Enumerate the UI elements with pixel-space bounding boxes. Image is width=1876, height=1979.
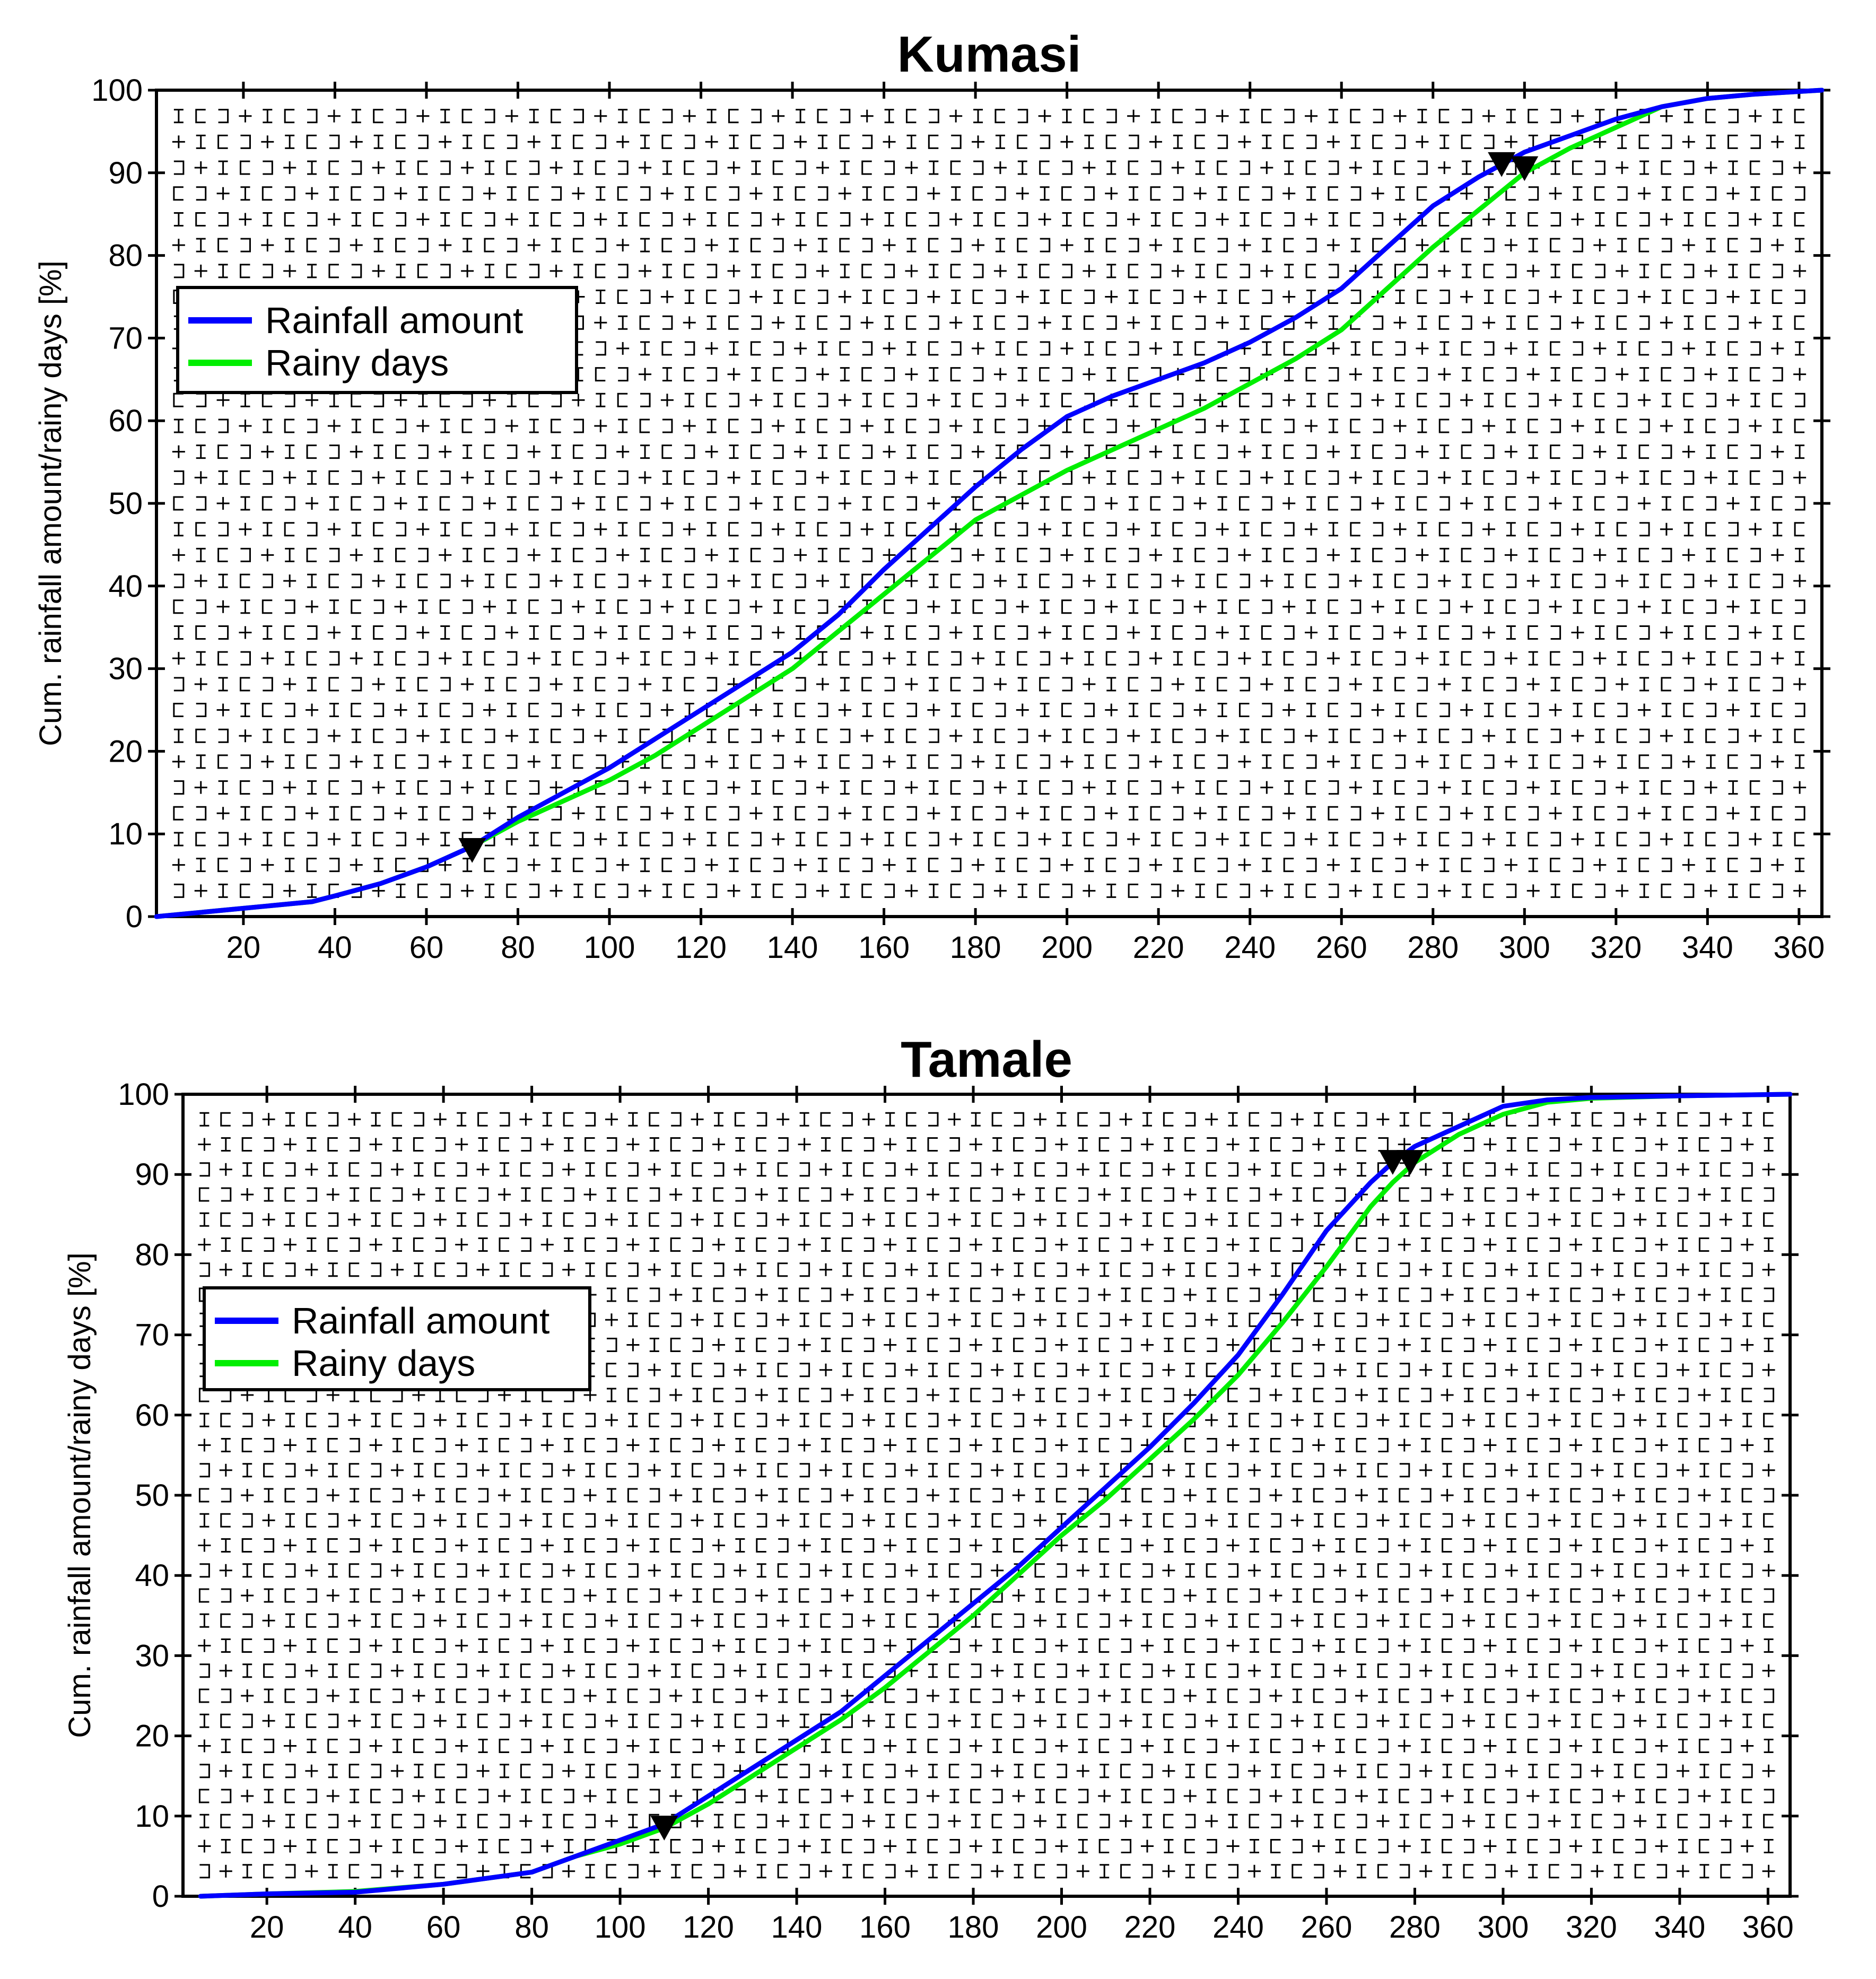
triangle-marker <box>1397 1150 1425 1175</box>
x-tick-label: 240 <box>1212 1910 1264 1945</box>
x-tick-label: 320 <box>1590 930 1642 965</box>
y-tick-label: 20 <box>135 1719 169 1754</box>
y-axis-label: Cum. rainfall amount/rainy days [%] <box>33 260 68 746</box>
legend-label: Rainy days <box>292 1342 475 1384</box>
legend-label: Rainfall amount <box>265 300 523 341</box>
x-tick-label: 340 <box>1682 930 1733 965</box>
x-tick-label: 280 <box>1389 1910 1441 1945</box>
x-tick-label: 20 <box>226 930 261 965</box>
x-tick-label: 120 <box>675 930 727 965</box>
x-tick-label: 180 <box>948 1910 999 1945</box>
triangle-marker <box>1488 152 1516 177</box>
y-tick-label: 80 <box>108 239 143 273</box>
y-tick-label: 50 <box>135 1478 169 1513</box>
series-line-rainy-days <box>198 1092 1793 1899</box>
x-tick-label: 300 <box>1478 1910 1529 1945</box>
y-tick-label: 60 <box>135 1398 169 1433</box>
legend-label: Rainy days <box>265 342 449 383</box>
y-tick-label: 10 <box>135 1799 169 1834</box>
x-tick-label: 40 <box>338 1910 372 1945</box>
x-tick-label: 260 <box>1301 1910 1353 1945</box>
y-tick-label: 50 <box>108 486 143 521</box>
y-tick-label: 30 <box>108 652 143 686</box>
x-tick-label: 160 <box>858 930 910 965</box>
x-tick-label: 80 <box>514 1910 549 1945</box>
chart-title: Kumasi <box>897 26 1081 83</box>
y-tick-label: 90 <box>108 156 143 190</box>
y-tick-label: 40 <box>135 1558 169 1593</box>
x-tick-label: 220 <box>1133 930 1184 965</box>
x-tick-label: 60 <box>409 930 444 965</box>
x-tick-label: 100 <box>595 1910 646 1945</box>
triangle-marker <box>650 1816 678 1841</box>
x-tick-label: 180 <box>950 930 1001 965</box>
triangle-marker <box>1511 156 1539 181</box>
y-tick-label: 40 <box>108 569 143 604</box>
x-tick-label: 340 <box>1654 1910 1706 1945</box>
legend-box <box>176 286 578 394</box>
x-tick-label: 120 <box>683 1910 734 1945</box>
x-tick-label: 100 <box>584 930 635 965</box>
x-tick-label: 220 <box>1124 1910 1176 1945</box>
x-tick-label: 140 <box>771 1910 823 1945</box>
y-tick-label: 70 <box>135 1318 169 1353</box>
y-tick-label: 100 <box>91 73 143 108</box>
x-tick-label: 360 <box>1742 1910 1794 1945</box>
y-tick-label: 0 <box>126 900 143 934</box>
y-tick-label: 80 <box>135 1237 169 1272</box>
chart-panel-1: Kumasi 0 10 20 30 40 50 60 70 80 90 100 20 40 60 80 100 1… <box>33 26 1830 965</box>
gridlines <box>172 109 1807 898</box>
y-tick-label: 60 <box>108 404 143 438</box>
x-tick-label: 200 <box>1041 930 1093 965</box>
x-tick-label: 320 <box>1566 1910 1617 1945</box>
triangle-marker <box>1378 1150 1407 1175</box>
legend-box <box>203 1286 591 1391</box>
y-tick-label: 70 <box>108 321 143 355</box>
y-tick-label: 20 <box>108 734 143 769</box>
y-tick-label: 100 <box>118 1077 169 1112</box>
x-tick-label: 260 <box>1316 930 1367 965</box>
triangle-marker <box>458 838 486 863</box>
chart-panel-2: Tamale 0 10 20 30 40 50 60 70 80 90 100 20 40 60 80 100 1… <box>63 1031 1799 1945</box>
y-axis-label: Cum. rainfall amount/rainy days [%] <box>63 1252 97 1738</box>
x-tick-label: 140 <box>767 930 818 965</box>
x-tick-label: 240 <box>1224 930 1276 965</box>
x-tick-label: 160 <box>859 1910 911 1945</box>
chart-title: Tamale <box>901 1031 1072 1088</box>
x-tick-label: 200 <box>1036 1910 1087 1945</box>
y-tick-label: 30 <box>135 1638 169 1673</box>
series-line-rainfall-amount <box>198 1092 1793 1899</box>
x-tick-label: 300 <box>1499 930 1550 965</box>
x-tick-label: 40 <box>318 930 352 965</box>
y-tick-label: 0 <box>152 1879 169 1914</box>
x-tick-label: 20 <box>250 1910 284 1945</box>
x-tick-label: 80 <box>501 930 535 965</box>
x-tick-label: 280 <box>1407 930 1459 965</box>
series-line-rainfall-amount <box>154 88 1825 919</box>
y-tick-label: 10 <box>108 817 143 851</box>
y-tick-label: 90 <box>135 1157 169 1192</box>
gridlines <box>198 1112 1775 1879</box>
legend-label: Rainfall amount <box>292 1300 549 1341</box>
x-tick-label: 360 <box>1773 930 1825 965</box>
x-tick-label: 60 <box>426 1910 461 1945</box>
